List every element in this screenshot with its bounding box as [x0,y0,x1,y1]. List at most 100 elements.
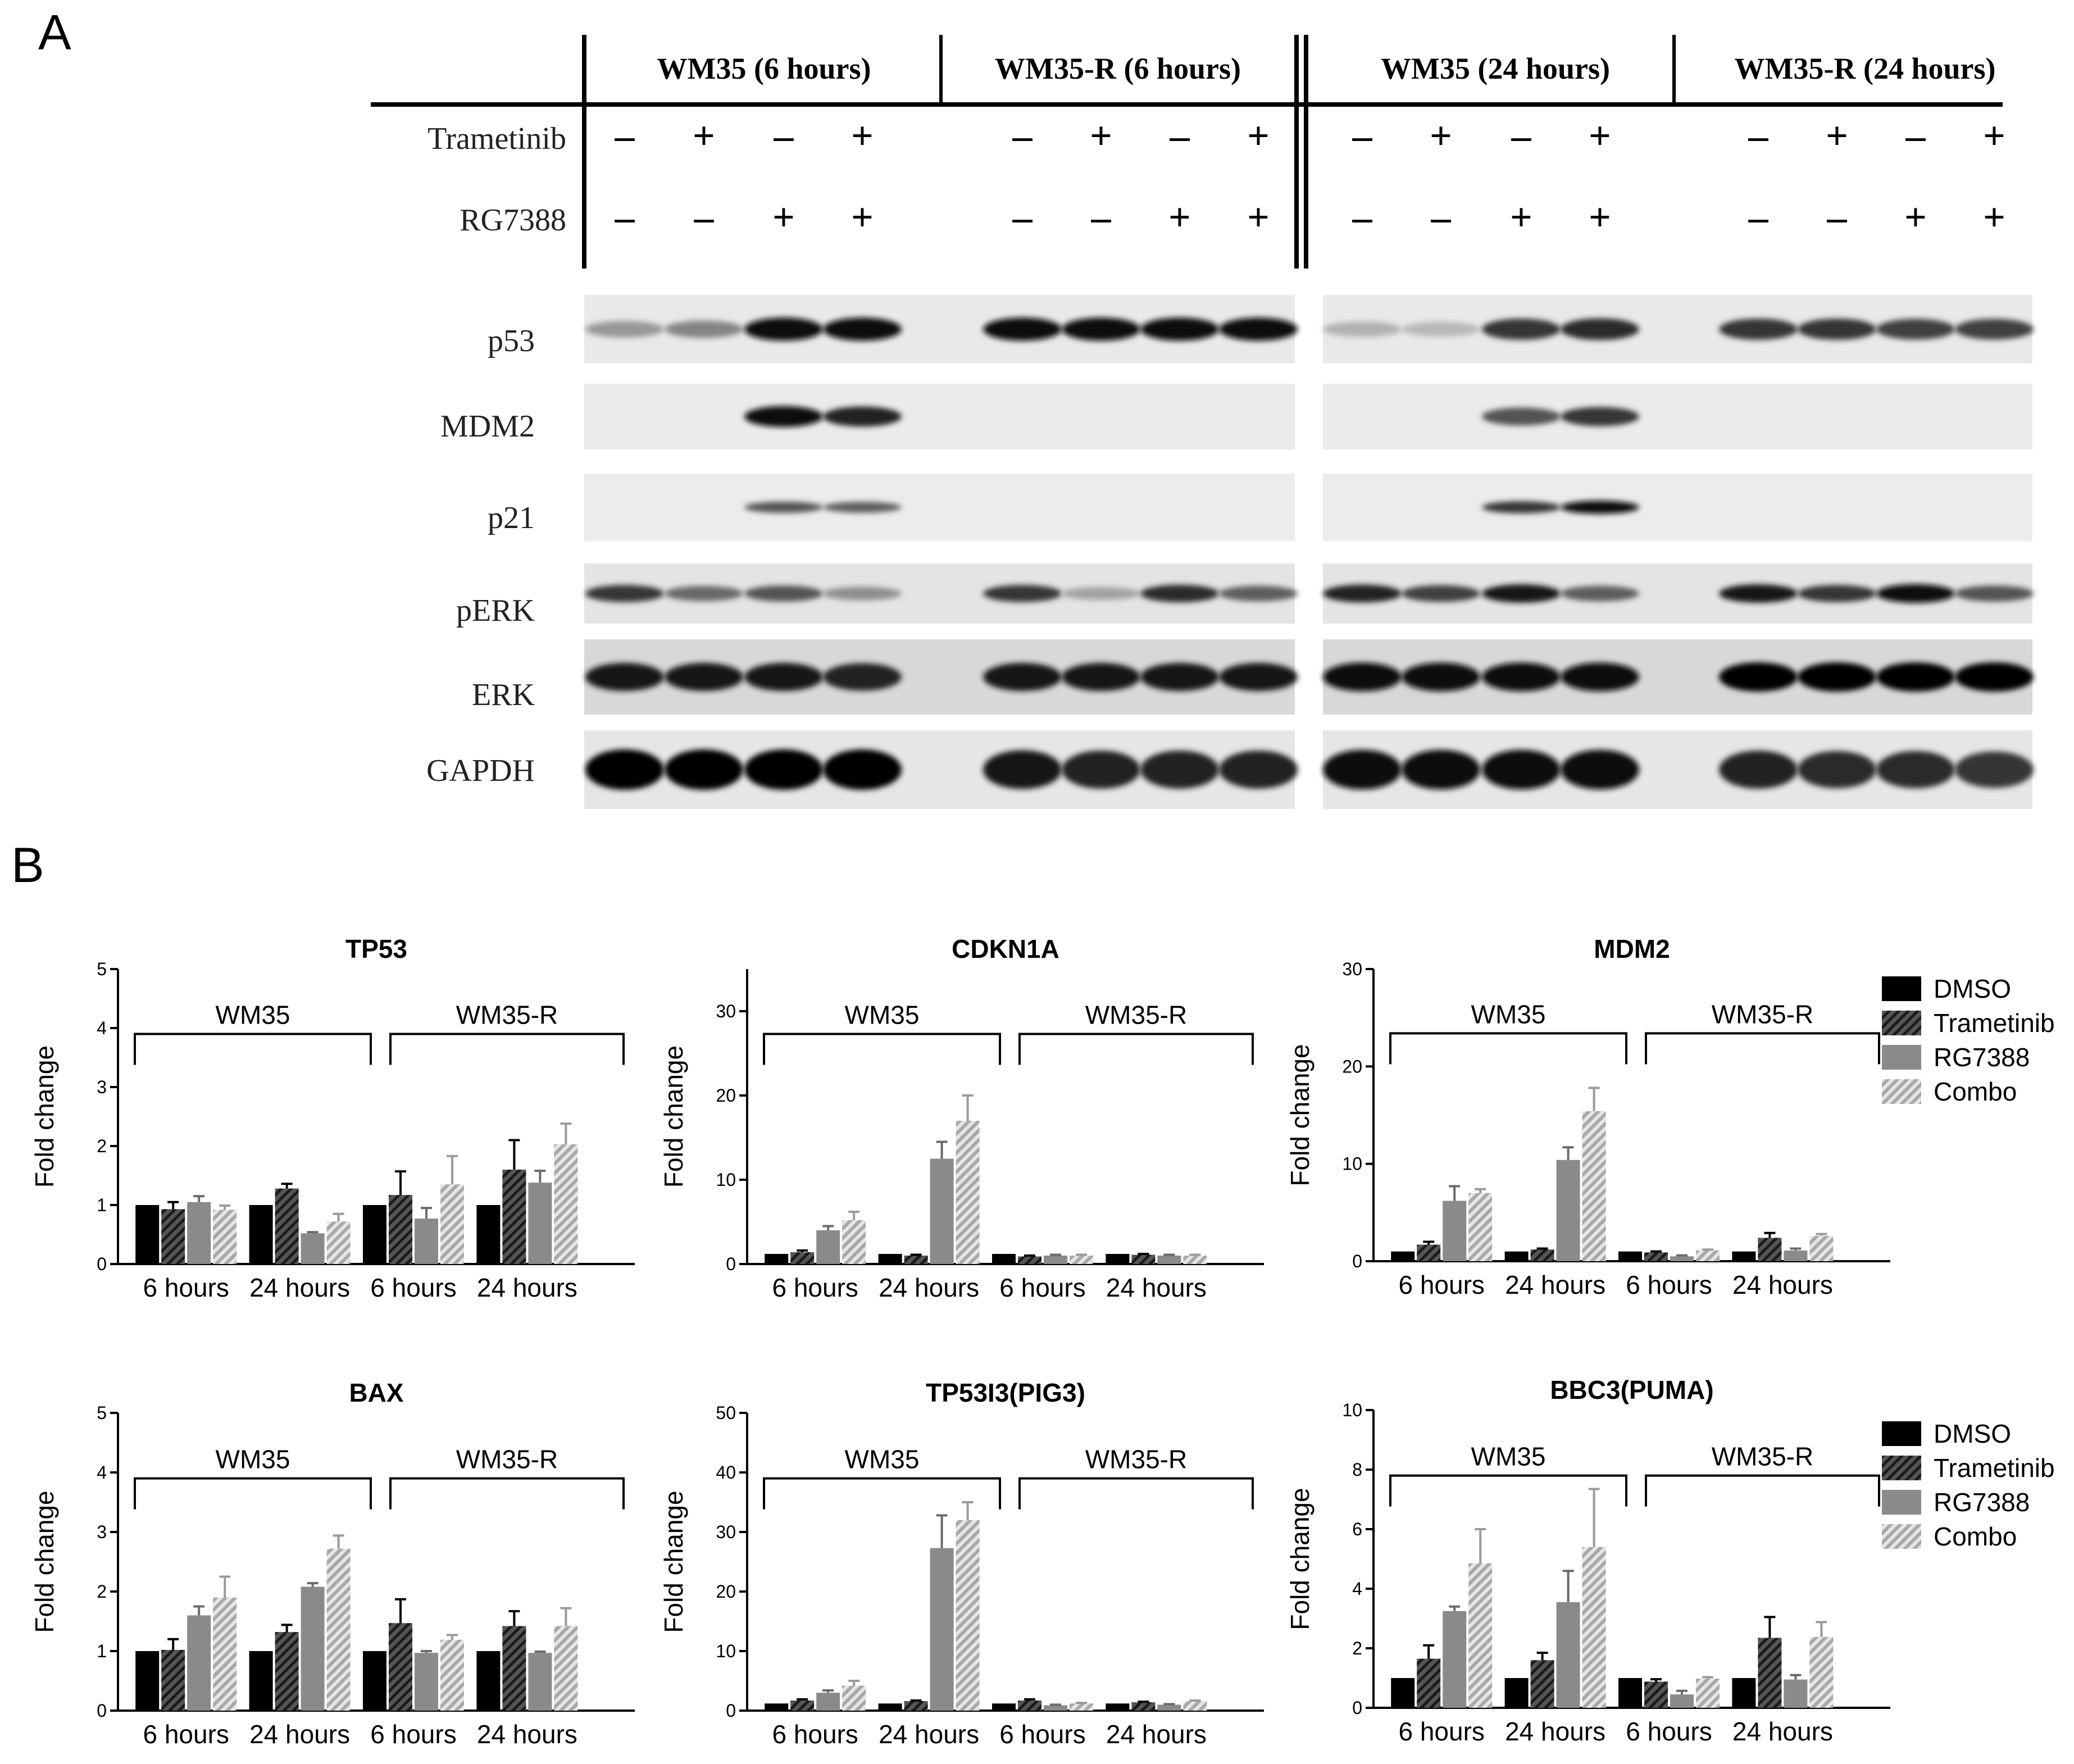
legend-label-DMSO: DMSO [1934,1419,2011,1448]
bar-2-DMSO-2 [1618,1251,1642,1261]
xtick-label-4-0: 6 hours [772,1720,858,1749]
band-ERK-lane-3 [823,663,902,691]
ytick-label-4-50: 50 [716,1403,736,1423]
xtick-label-3-0: 6 hours [143,1720,229,1749]
ytick-label-1-0: 0 [726,1254,736,1274]
panel-b-label: B [11,837,44,893]
xtick-label-4-2: 6 hours [999,1720,1085,1749]
sign-1-15: + [1983,196,2005,239]
band-p21-lane-3 [823,502,902,513]
ytick-label-2-20: 20 [1342,1056,1362,1076]
sign-0-10: – [1511,115,1532,158]
bar-3-Trametinib-0 [161,1649,185,1711]
bracket-0-0 [134,1033,372,1065]
xtick-label-3-2: 6 hours [370,1720,456,1749]
bar-5-DMSO-2 [1618,1678,1642,1708]
bracket-label-0-1: WM35-R [456,1001,558,1030]
bar-1-Trametinib-3 [1131,1254,1156,1264]
band-p53-lane-12 [1719,319,1798,340]
bar-4-RG7388-1 [930,1548,954,1711]
bar-1-Combo-1 [956,1121,980,1264]
band-pERK-lane-10 [1482,584,1561,603]
bar-5-DMSO-0 [1391,1678,1415,1708]
chart-ylabel-4: Fold change [659,1490,688,1633]
ytick-label-1-10: 10 [716,1170,736,1190]
bar-5-Combo-2 [1696,1679,1720,1708]
sign-1-6: + [1168,196,1191,239]
band-pERK-lane-5 [1062,587,1140,601]
sign-1-5: – [1091,196,1112,239]
band-ERK-lane-5 [1062,663,1140,691]
bracket-4-1 [1018,1477,1254,1510]
bar-3-DMSO-1 [249,1651,273,1711]
xtick-label-5-2: 6 hours [1626,1717,1712,1746]
band-GAPDH-lane-5 [1062,751,1140,789]
band-ERK-lane-11 [1561,662,1639,692]
chart-3: BAX Fold change 0 1 2 3 4 5 6 hours 24 hours 6 hou… [30,1378,635,1749]
ytick-label-3-3: 3 [97,1522,107,1542]
band-GAPDH-lane-9 [1402,749,1480,790]
band-ERK-lane-2 [744,663,823,691]
bar-charts: TP53 Fold change 0 1 2 3 4 5 6 hours 24 hours 6 ho… [30,934,1890,1749]
band-ERK-lane-1 [665,663,743,691]
band-pERK-lane-7 [1219,585,1298,602]
band-MDM2-lane-11 [1561,407,1639,426]
bar-1-Trametinib-1 [904,1256,928,1264]
bar-4-Trametinib-3 [1131,1702,1156,1711]
bracket-label-1-1: WM35-R [1085,1001,1187,1030]
bar-2-DMSO-0 [1391,1251,1415,1261]
band-ERK-lane-13 [1798,662,1876,692]
bar-4-RG7388-2 [1044,1705,1067,1711]
bar-3-Combo-1 [326,1548,351,1711]
bar-5-Combo-3 [1809,1636,1834,1708]
band-ERK-lane-4 [983,663,1062,691]
bracket-3-0 [134,1477,372,1510]
band-GAPDH-lane-2 [744,749,823,790]
band-ERK-lane-6 [1140,663,1219,691]
bar-5-DMSO-3 [1732,1678,1756,1708]
bracket-0-1 [389,1033,625,1065]
bracket-label-2-0: WM35 [1471,999,1546,1029]
xtick-label-5-1: 24 hours [1505,1717,1605,1746]
band-GAPDH-lane-0 [585,749,664,790]
ytick-label-0-1: 1 [97,1195,107,1215]
bar-0-DMSO-3 [476,1205,501,1264]
bracket-2-1 [1645,1032,1880,1065]
bar-1-RG7388-3 [1157,1256,1181,1264]
band-ERK-lane-15 [1955,662,2034,692]
bar-5-RG7388-1 [1556,1602,1580,1708]
bar-4-DMSO-0 [765,1703,789,1711]
chart-title-3: BAX [349,1378,403,1407]
band-p53-lane-10 [1482,319,1561,340]
legend-swatch-DMSO [1882,976,1921,1001]
ytick-label-4-40: 40 [716,1462,736,1483]
sign-1-14: + [1904,196,1927,239]
band-p53-lane-6 [1140,317,1219,341]
band-GAPDH-lane-13 [1798,751,1876,789]
blot-membrane-p21-1 [1323,474,2032,541]
ytick-label-3-2: 2 [97,1581,107,1602]
sign-1-2: + [772,196,795,239]
band-GAPDH-lane-15 [1955,751,2034,788]
band-p53-lane-3 [823,317,902,341]
band-p53-lane-11 [1561,318,1639,340]
bracket-1-0 [763,1033,1001,1065]
bracket-3-1 [389,1477,625,1510]
bar-3-RG7388-2 [415,1653,438,1711]
bar-4-Trametinib-1 [904,1701,928,1711]
bracket-label-3-0: WM35 [216,1445,290,1474]
bar-1-DMSO-2 [992,1254,1016,1264]
bar-3-Combo-2 [440,1639,464,1711]
band-p53-lane-5 [1062,317,1140,341]
bar-0-Trametinib-1 [275,1188,299,1264]
sign-0-5: + [1090,115,1112,158]
sign-0-6: – [1170,115,1190,158]
bar-5-Combo-1 [1582,1547,1606,1708]
bar-4-RG7388-0 [816,1693,840,1711]
bar-0-Combo-3 [554,1144,578,1264]
band-GAPDH-lane-1 [665,749,743,790]
bar-5-DMSO-1 [1504,1678,1529,1708]
xtick-label-2-0: 6 hours [1398,1270,1484,1299]
band-p53-lane-1 [665,320,743,338]
